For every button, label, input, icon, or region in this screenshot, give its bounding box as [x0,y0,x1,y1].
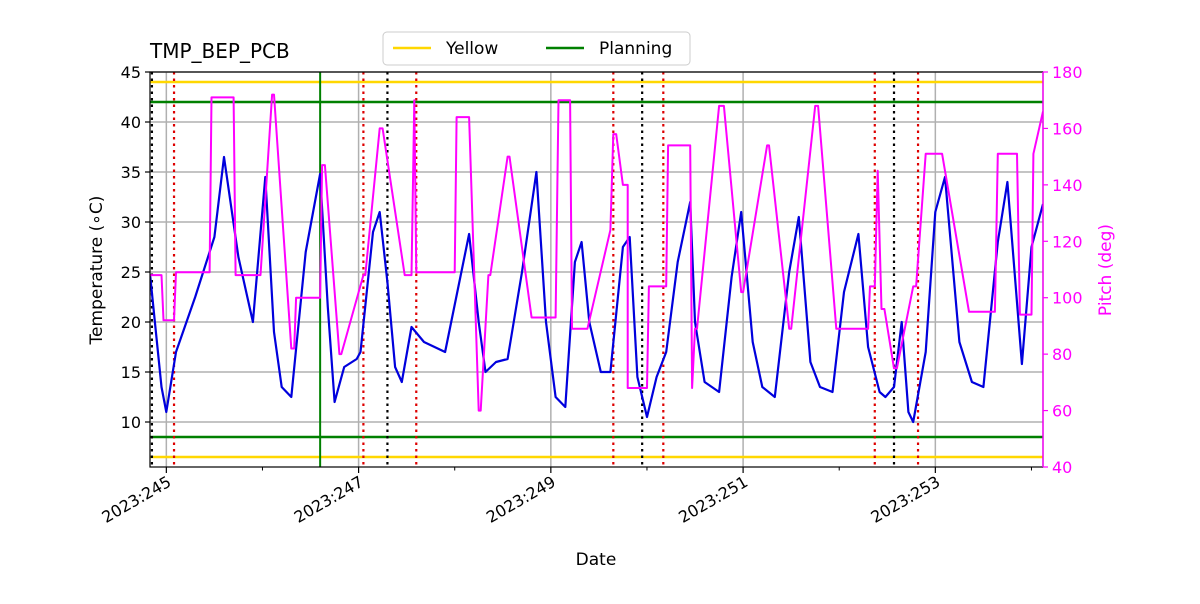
legend-box [382,31,691,66]
y2-tick-label-40: 40 [1052,458,1072,477]
y-tick-label-40: 40 [121,113,141,132]
y-tick-label-15: 15 [121,363,141,382]
y-tick-label-35: 35 [121,163,141,182]
pitch-series-line [150,93,1043,412]
legend: Yellow Planning [382,31,691,66]
y-tick-label-10: 10 [121,413,141,432]
y2-tick-label-80: 80 [1052,345,1072,364]
y-tick-label-45: 45 [121,63,141,82]
x-axis-label: Date [576,550,617,570]
legend-label-planning: Planning [599,39,672,59]
temperature-series-line [150,155,1043,424]
y2-tick-label-180: 180 [1052,63,1083,82]
y2-tick-label-60: 60 [1052,402,1072,421]
chart-title: TMP_BEP_PCB [149,39,290,63]
y2-tick-label-140: 140 [1052,176,1083,195]
y2-tick-label-120: 120 [1052,232,1083,251]
y-tick-label-20: 20 [121,313,141,332]
legend-label-yellow: Yellow [445,39,498,59]
y-tick-label-30: 30 [121,213,141,232]
y2-tick-label-160: 160 [1052,119,1083,138]
y2-axis-label: Pitch (deg) [1096,224,1116,316]
series-layer [150,93,1043,424]
y-axis-label: Temperature (∘C) [87,196,107,346]
y2-tick-label-100: 100 [1052,289,1083,308]
y-tick-label-25: 25 [121,263,141,282]
